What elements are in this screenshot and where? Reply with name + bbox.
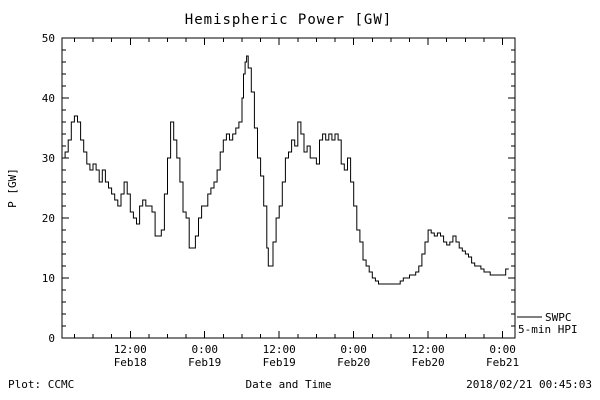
- chart-title: Hemispheric Power [GW]: [184, 12, 393, 28]
- legend-label-swpc: SWPC: [545, 311, 572, 324]
- data-line: [62, 55, 509, 285]
- y-axis-title: P [GW]: [6, 168, 19, 208]
- x-tick-date-label: Feb19: [188, 356, 221, 369]
- y-tick-label: 40: [42, 92, 55, 105]
- x-tick-time-label: 12:00: [263, 343, 296, 356]
- plot-timestamp: 2018/02/21 00:45:03: [466, 378, 592, 391]
- x-tick-date-label: Feb19: [263, 356, 296, 369]
- x-tick-date-label: Feb18: [114, 356, 147, 369]
- x-tick-time-label: 12:00: [114, 343, 147, 356]
- x-tick-time-label: 0:00: [489, 343, 516, 356]
- x-tick-time-label: 12:00: [412, 343, 445, 356]
- x-tick-date-label: Feb20: [412, 356, 445, 369]
- y-tick-label: 10: [42, 272, 55, 285]
- x-tick-date-label: Feb21: [486, 356, 519, 369]
- y-tick-label: 50: [42, 32, 55, 45]
- legend-label-hpi: 5-min HPI: [518, 323, 578, 336]
- x-tick-date-label: Feb20: [337, 356, 370, 369]
- x-axis-title: Date and Time: [245, 378, 332, 391]
- plot-source-label: Plot: CCMC: [8, 378, 75, 391]
- x-tick-time-label: 0:00: [191, 343, 218, 356]
- y-tick-label: 0: [48, 332, 55, 345]
- axis-box: [61, 37, 516, 339]
- x-tick-time-label: 0:00: [340, 343, 367, 356]
- y-tick-label: 30: [42, 152, 55, 165]
- y-tick-label: 20: [42, 212, 55, 225]
